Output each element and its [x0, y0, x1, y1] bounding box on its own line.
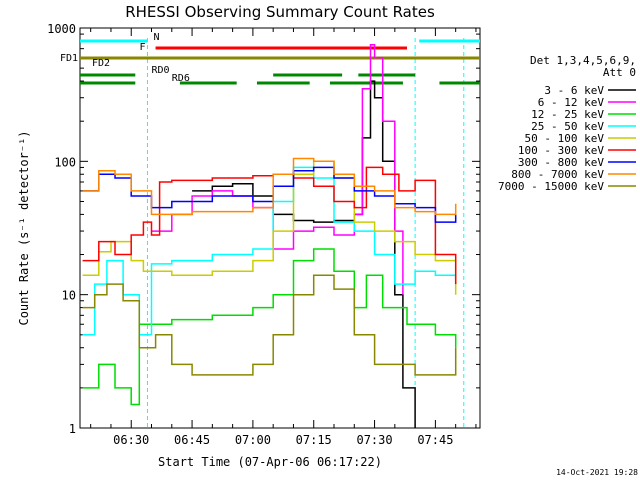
y-tick-label: 100 [54, 155, 76, 169]
x-tick-label: 07:45 [417, 433, 453, 447]
x-tick-label: 07:00 [235, 433, 271, 447]
flag-label-rd0: RD0 [152, 65, 170, 76]
y-axis-label: Count Rate (s⁻¹ detector⁻¹) [17, 130, 31, 325]
y-tick-label: 1000 [47, 22, 76, 36]
flag-label-fd1: FD1 [60, 53, 78, 64]
chart-title: RHESSI Observing Summary Count Rates [125, 3, 435, 21]
x-tick-label: 07:15 [296, 433, 332, 447]
series-line-9 [82, 274, 457, 376]
legend-label: 3 - 6 keV [544, 84, 604, 97]
legend-label: 100 - 300 keV [518, 144, 604, 157]
x-tick-label: 07:30 [356, 433, 392, 447]
legend-label: 800 - 7000 keV [511, 168, 604, 181]
flag-label-n: N [153, 32, 159, 43]
timestamp: 14-Oct-2021 19:28 [556, 468, 638, 477]
y-tick-label: 1 [69, 422, 76, 436]
legend-header: Att 0 [603, 66, 636, 79]
series-line-2 [151, 43, 404, 295]
flag-label-f: F [139, 42, 145, 53]
series-line-8 [82, 157, 457, 216]
legend-header: Det 1,3,4,5,6,9, [530, 54, 636, 67]
y-tick-label: 10 [62, 289, 76, 303]
plot-frame [79, 27, 481, 429]
flag-label-fd2: FD2 [92, 58, 110, 69]
legend-label: 300 - 800 keV [518, 156, 604, 169]
legend-label: 50 - 100 keV [525, 132, 605, 145]
x-tick-label: 06:30 [113, 433, 149, 447]
legend-label: 6 - 12 keV [538, 96, 605, 109]
x-tick-label: 06:45 [174, 433, 210, 447]
legend-label: 12 - 25 keV [531, 108, 604, 121]
legend-label: 7000 - 15000 keV [498, 180, 604, 193]
flag-label-rd6: RD6 [172, 73, 190, 84]
x-axis-label: Start Time (07-Apr-06 06:17:22) [158, 455, 382, 469]
legend-label: 25 - 50 keV [531, 120, 604, 133]
